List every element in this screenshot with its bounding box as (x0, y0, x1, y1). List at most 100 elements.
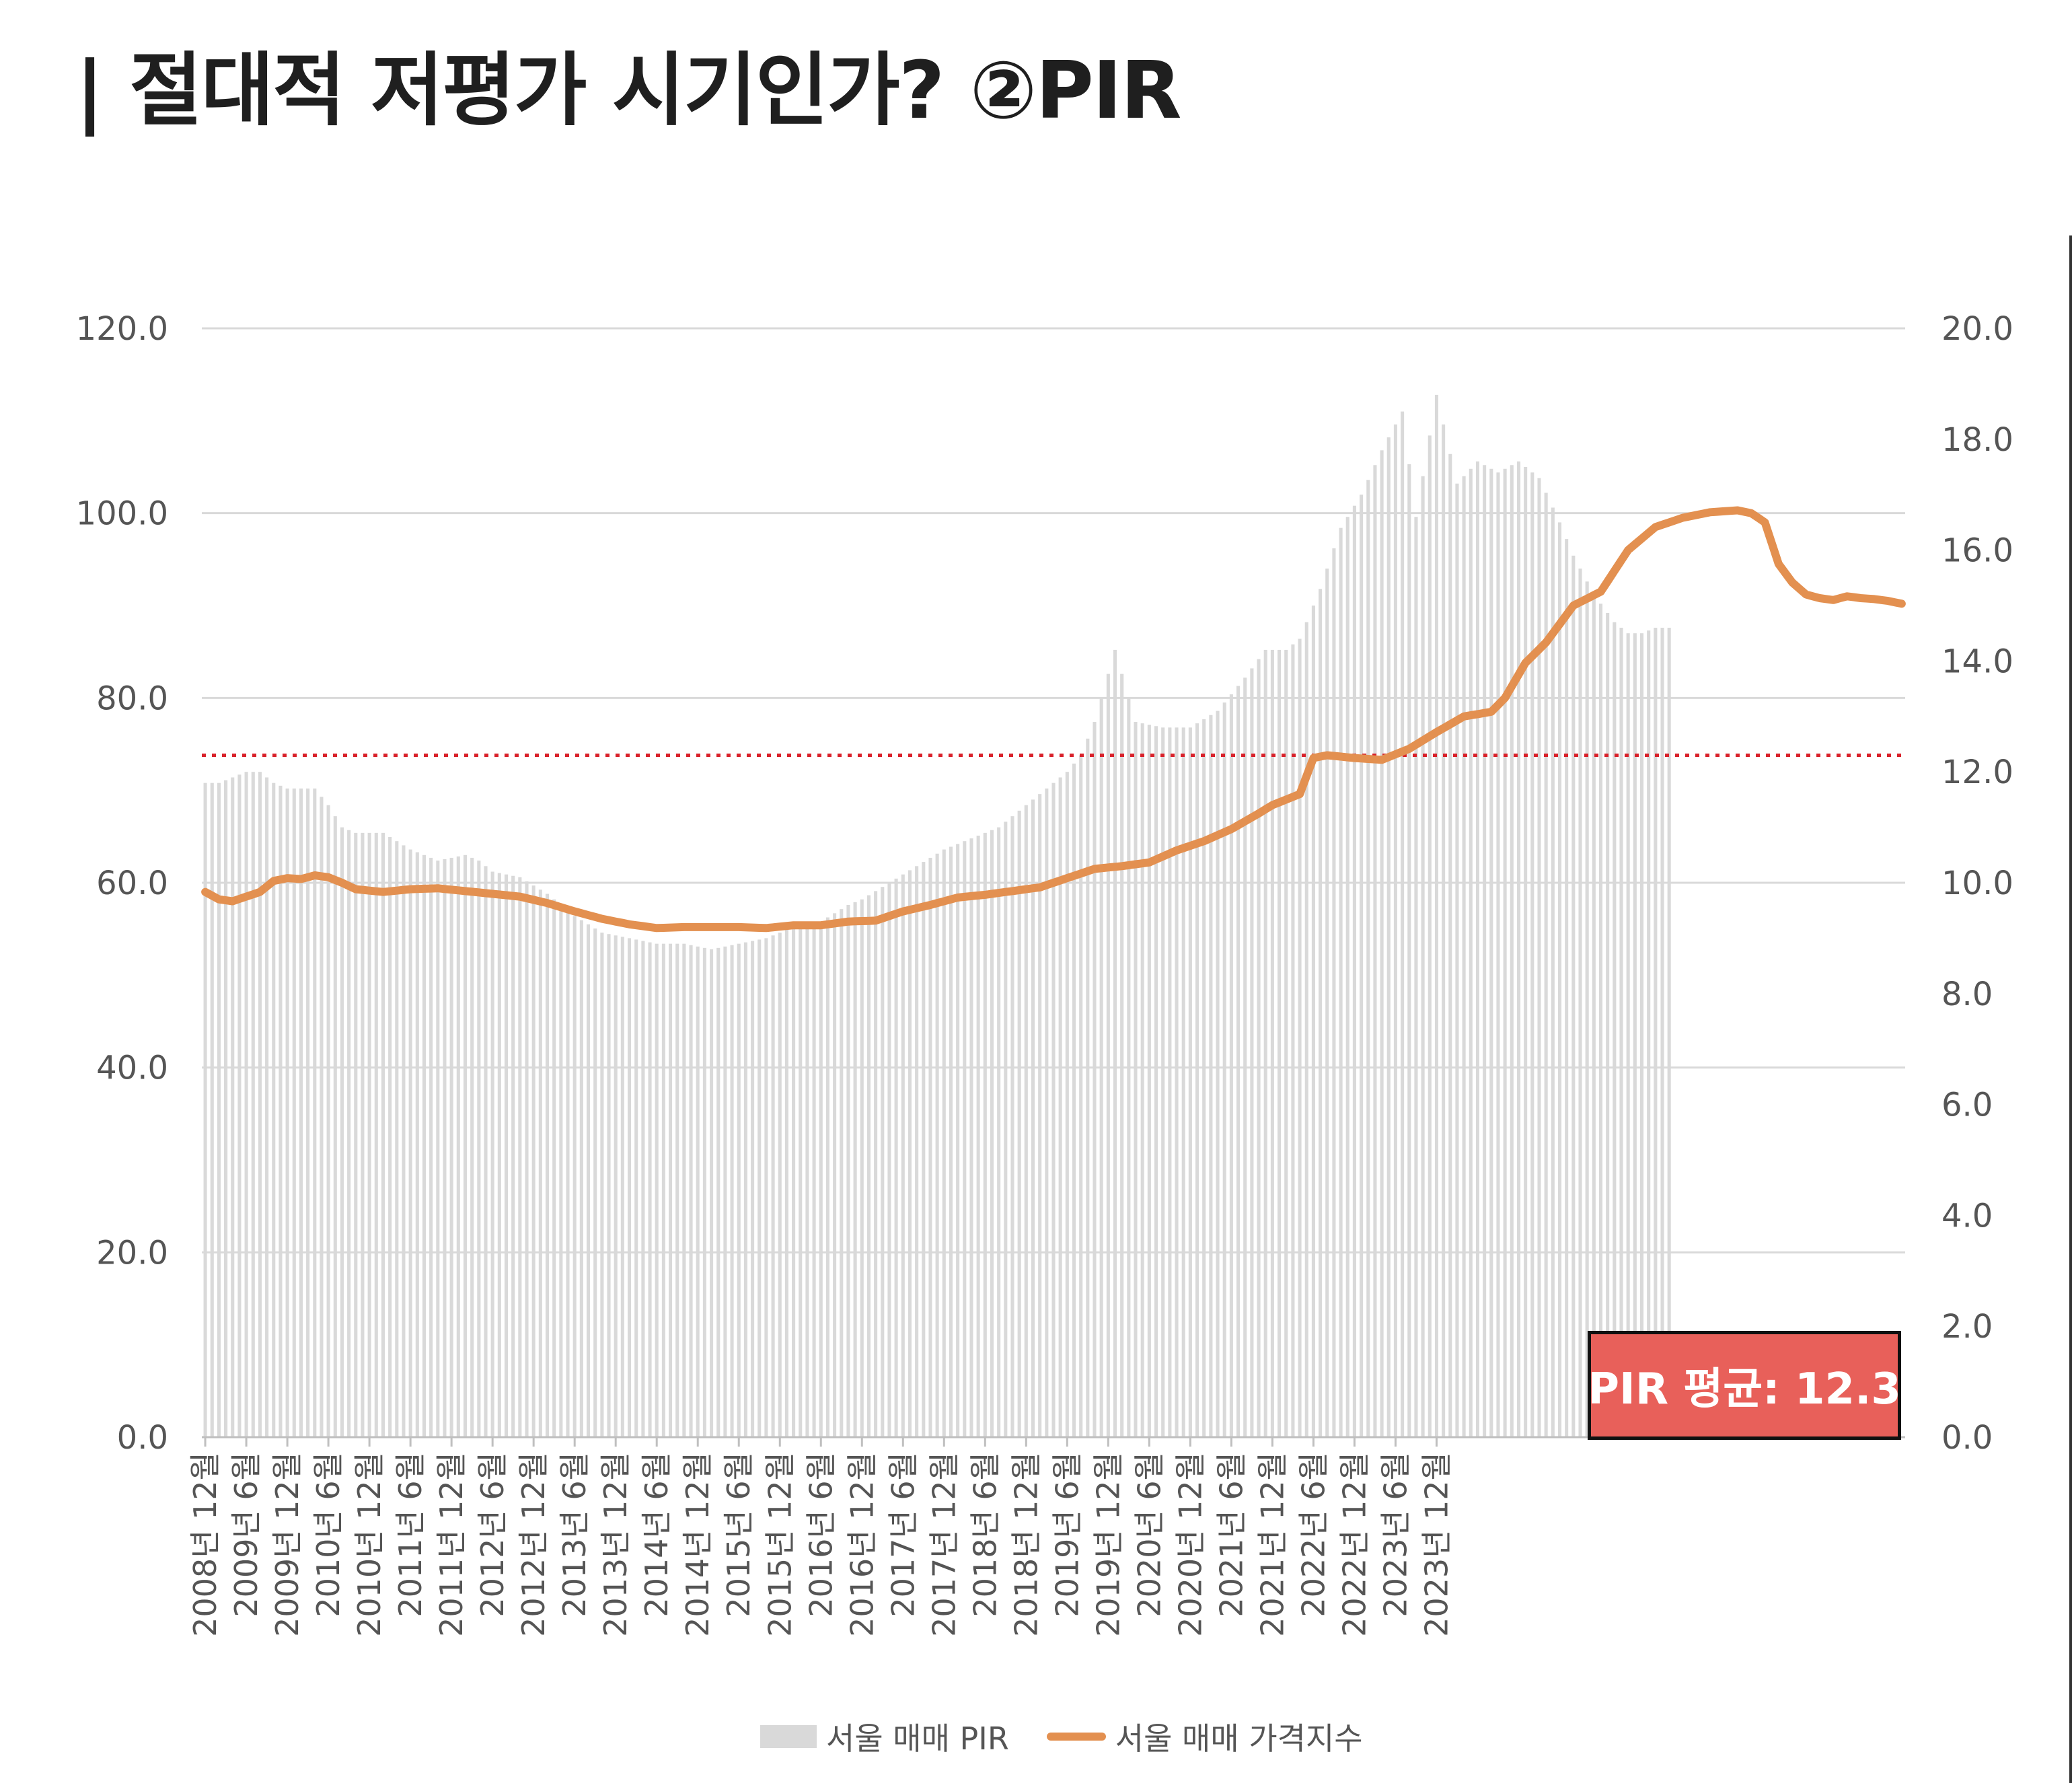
pir-bar (402, 845, 406, 1437)
pir-bar (655, 943, 659, 1437)
pir-bar (723, 946, 727, 1437)
x-axis-tick-label: 2016년 12월 (844, 1452, 880, 1637)
pir-bar (1195, 723, 1199, 1437)
pir-bar (1489, 468, 1493, 1438)
pir-bar (1017, 810, 1021, 1437)
pir-bar (922, 862, 926, 1437)
pir-bar (1598, 604, 1603, 1437)
x-axis-tick-label: 2014년 6월 (638, 1452, 675, 1617)
pir-bar (1140, 723, 1144, 1437)
right-axis-tick-label: 8.0 (1941, 976, 1993, 1013)
pir-bar (395, 841, 399, 1437)
pir-bar (743, 942, 747, 1437)
x-axis-tick-label: 2013년 6월 (556, 1452, 593, 1617)
pir-bar (449, 857, 453, 1437)
x-axis-tick-label: 2010년 6월 (310, 1452, 346, 1617)
pir-bar (579, 920, 583, 1437)
pir-bar (1510, 465, 1514, 1437)
pir-bar (1216, 711, 1220, 1437)
pir-bar (881, 887, 885, 1437)
pir-bar (1093, 722, 1097, 1437)
pir-bar (340, 827, 344, 1437)
pir-bar (1024, 805, 1028, 1437)
pir-bar (620, 937, 624, 1437)
page-title: | 절대적 저평가 시기인가? ②PIR (75, 44, 1182, 137)
pir-bar (1045, 788, 1049, 1437)
pir-bar (1434, 394, 1438, 1437)
pir-bar (866, 895, 871, 1437)
x-axis-tick-label: 2018년 12월 (1008, 1452, 1044, 1637)
pir-bar (1606, 612, 1610, 1437)
pir-bar (258, 772, 262, 1437)
pir-bar (1311, 606, 1315, 1437)
left-axis-tick-label: 100.0 (76, 495, 168, 533)
pir-bar (586, 924, 591, 1437)
pir-bar (463, 854, 468, 1437)
pir-bar (388, 837, 392, 1437)
pir-bar (1304, 622, 1308, 1437)
pir-bar (518, 877, 522, 1437)
pir-bar (306, 788, 310, 1437)
pir-bar (244, 772, 248, 1437)
pir-bar (771, 935, 775, 1437)
pir-bar (538, 889, 542, 1437)
pir-bar (470, 857, 474, 1437)
pir-bar (1585, 581, 1589, 1437)
pir-bar (566, 910, 570, 1437)
right-axis-tick-label: 0.0 (1941, 1419, 1993, 1457)
pir-bar (320, 797, 324, 1437)
pir-bar (374, 832, 378, 1437)
pir-bar (1667, 627, 1671, 1438)
pir-bar (600, 933, 604, 1437)
pir-bar (285, 788, 289, 1437)
pir-bar (326, 805, 330, 1437)
x-axis-tick-label: 2020년 6월 (1131, 1452, 1167, 1617)
price-index-line (201, 506, 1906, 933)
pir-bar (1647, 630, 1651, 1437)
pir-bar (1516, 461, 1521, 1437)
x-axis-tick-label: 2021년 6월 (1213, 1452, 1249, 1617)
pir-bar (1565, 539, 1569, 1437)
pir-bar (860, 899, 864, 1437)
pir-bar (935, 853, 939, 1437)
right-axis-tick-label: 6.0 (1941, 1087, 1993, 1124)
pir-bar (1660, 627, 1664, 1438)
pir-bar (490, 871, 494, 1437)
pir-bar (552, 899, 556, 1437)
pir-bar (484, 866, 488, 1437)
pir-bar (477, 861, 481, 1437)
pir-bar (792, 926, 796, 1437)
pir-bar (436, 861, 440, 1437)
pir-bar (1360, 495, 1364, 1438)
pir-bar (976, 835, 980, 1437)
pir-bar (292, 788, 296, 1437)
x-axis-tick-label: 2008년 12월 (187, 1452, 223, 1637)
pir-bar (942, 849, 946, 1437)
pir-bar (1291, 644, 1295, 1438)
pir-bar (367, 832, 371, 1437)
pir-bar (1229, 694, 1233, 1437)
pir-bar (381, 832, 385, 1437)
pir-bar (456, 856, 460, 1437)
pir-bar (313, 788, 317, 1437)
x-axis-tick-label: 2022년 6월 (1295, 1452, 1331, 1617)
x-axis-tick-label: 2012년 12월 (515, 1452, 552, 1637)
pir-bar (1134, 722, 1138, 1437)
pir-bar (757, 939, 762, 1437)
pir-bar (1058, 777, 1062, 1437)
left-axis-tick-label: 40.0 (96, 1050, 168, 1087)
pir-bar (956, 844, 960, 1437)
pir-bar (593, 928, 597, 1437)
pir-bar (1270, 649, 1274, 1438)
pir-bar (969, 838, 973, 1437)
x-axis-tick-label: 2009년 6월 (228, 1452, 264, 1617)
pir-bar (963, 841, 967, 1437)
x-axis-tick-label: 2018년 6월 (967, 1452, 1003, 1617)
x-axis-tick-label: 2013년 12월 (597, 1452, 634, 1637)
left-axis-tick-label: 0.0 (117, 1419, 168, 1457)
pir-bar (778, 933, 782, 1437)
pir-bar (1284, 649, 1288, 1438)
pir-bar (1319, 589, 1323, 1437)
right-axis-tick-label: 14.0 (1941, 643, 2013, 680)
pir-bar (525, 881, 529, 1437)
